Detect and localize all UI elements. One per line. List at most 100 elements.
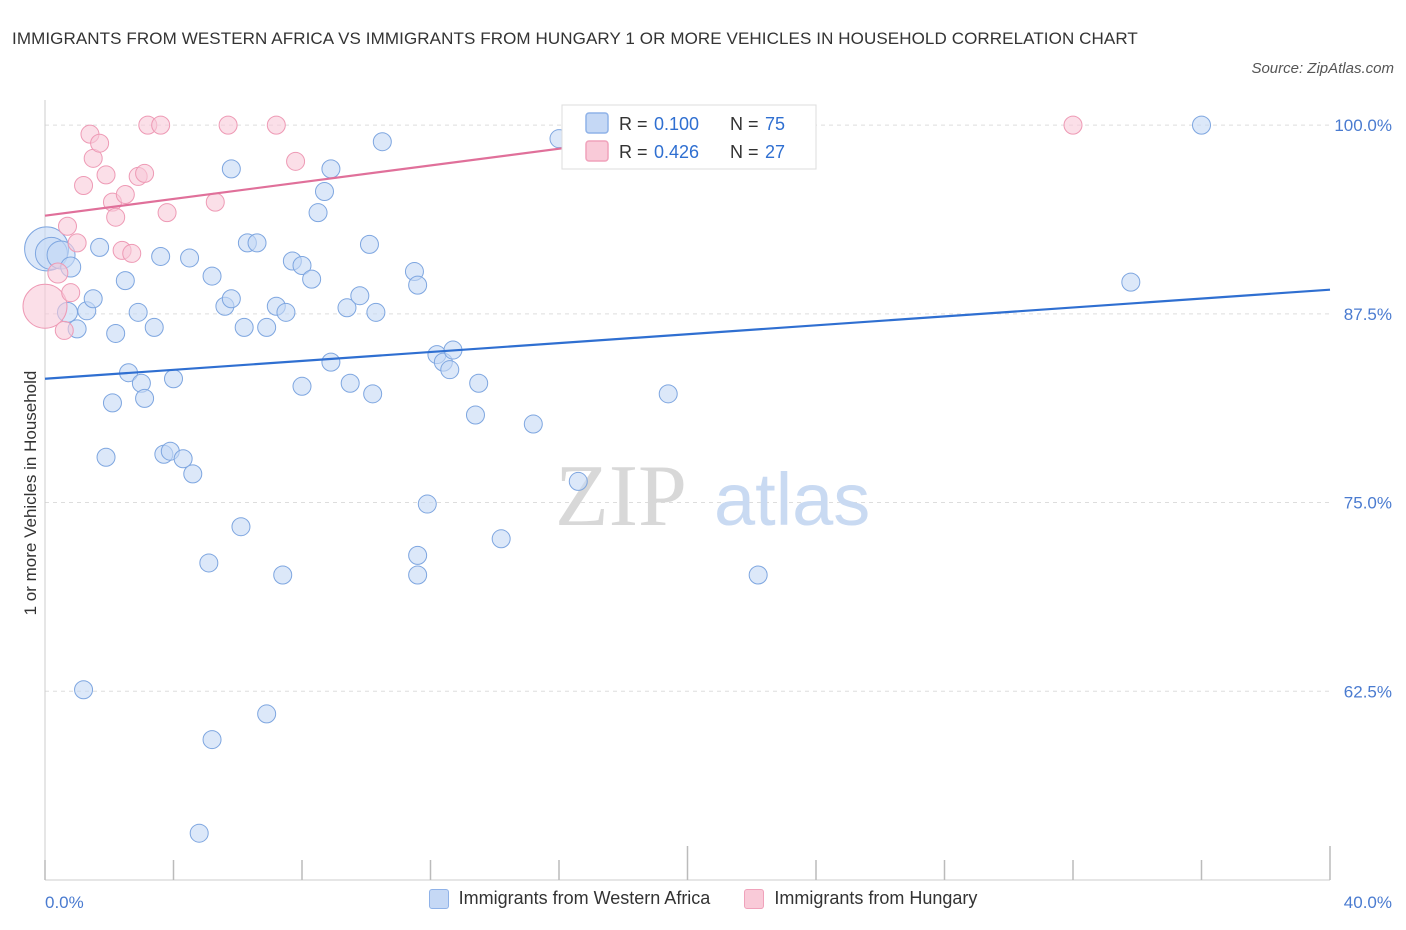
legend-swatch-blue [428, 888, 449, 909]
point-western-africa-41 [276, 302, 296, 322]
watermark-atlas: atlas [714, 458, 870, 541]
point-western-africa-53 [363, 384, 383, 404]
point-western-africa-17 [135, 388, 155, 408]
point-western-africa-38 [234, 317, 254, 337]
point-hungary-0 [22, 283, 68, 329]
point-hungary-23 [266, 115, 286, 135]
point-hungary-12 [106, 207, 126, 227]
point-hungary-15 [122, 243, 142, 263]
point-western-africa-67 [465, 405, 485, 425]
point-western-africa-32 [221, 159, 241, 179]
point-western-africa-24 [183, 464, 203, 484]
point-hungary-26 [1063, 115, 1083, 135]
point-western-africa-54 [359, 234, 379, 254]
legend-label-hungary: Immigrants from Hungary [774, 888, 978, 908]
point-western-africa-9 [106, 323, 126, 343]
point-western-africa-71 [568, 471, 588, 491]
point-hungary-14 [115, 185, 135, 205]
stats-legend-r-value-2: 0.426 [654, 142, 699, 162]
point-western-africa-43 [292, 256, 312, 276]
point-western-africa-11 [128, 302, 148, 322]
point-western-africa-68 [491, 529, 511, 549]
point-western-africa-12 [144, 317, 164, 337]
grid-lines [45, 124, 1330, 692]
point-hungary-1 [47, 262, 69, 284]
point-western-africa-18 [164, 369, 183, 389]
trend-line-western-africa [44, 288, 1331, 380]
point-western-africa-47 [321, 352, 341, 372]
source-label: Source: ZipAtlas.com [1251, 60, 1394, 77]
point-hungary-4 [57, 216, 77, 236]
point-western-africa-31 [74, 680, 94, 700]
point-western-africa-49 [321, 159, 341, 179]
stats-legend-n-value-1: 75 [765, 114, 785, 134]
point-western-africa-59 [408, 545, 428, 565]
point-western-africa-55 [366, 302, 386, 322]
point-western-africa-60 [417, 494, 437, 514]
point-western-africa-72 [658, 384, 678, 404]
series-western-africa-points [24, 115, 1211, 843]
point-hungary-2 [54, 320, 74, 340]
point-hungary-22 [218, 115, 238, 135]
stats-legend-r-label-1: R = [619, 114, 648, 134]
point-western-africa-73 [748, 565, 768, 585]
point-western-africa-58 [408, 275, 428, 295]
stats-legend-n-label-1: N = [730, 114, 759, 134]
point-western-africa-19 [102, 393, 122, 413]
point-hungary-5 [67, 233, 87, 253]
point-western-africa-51 [350, 286, 370, 306]
point-western-africa-7 [83, 289, 103, 309]
stats-legend-swatch-pink [585, 140, 609, 162]
y-tick-label-0: 62.5% [1344, 682, 1392, 701]
point-western-africa-56 [372, 132, 392, 152]
point-western-africa-52 [340, 373, 360, 393]
point-western-africa-46 [314, 182, 334, 202]
stats-legend-n-value-2: 27 [765, 142, 785, 162]
y-tick-label-1: 75.0% [1344, 494, 1392, 513]
point-hungary-21 [205, 192, 225, 212]
x-tick-label-0: 0.0% [45, 893, 84, 912]
point-western-africa-25 [199, 553, 219, 573]
point-hungary-17 [135, 163, 155, 183]
point-hungary-24 [286, 151, 306, 171]
point-western-africa-20 [96, 447, 116, 467]
point-western-africa-35 [202, 266, 222, 286]
point-western-africa-13 [151, 246, 171, 266]
point-western-africa-61 [408, 565, 428, 585]
point-hungary-19 [151, 115, 171, 135]
point-western-africa-48 [292, 376, 312, 396]
point-western-africa-34 [247, 233, 267, 253]
point-hungary-6 [74, 175, 94, 195]
point-western-africa-74 [1121, 272, 1141, 292]
tick-labels: 62.5% 75.0% 87.5% 100.0% 0.0% 40.0% [45, 116, 1392, 912]
legend-swatch-pink [744, 888, 765, 909]
series-legend: Immigrants from Western Africa Immigrant… [0, 888, 1406, 909]
legend-item-western-africa[interactable]: Immigrants from Western Africa [428, 888, 710, 909]
point-western-africa-14 [180, 248, 200, 268]
x-tick-label-1: 40.0% [1344, 893, 1392, 912]
point-hungary-9 [90, 133, 110, 153]
point-hungary-10 [96, 165, 116, 185]
point-western-africa-26 [231, 517, 251, 537]
point-western-africa-27 [273, 565, 293, 585]
y-tick-label-3: 100.0% [1334, 116, 1392, 135]
point-western-africa-66 [469, 373, 489, 393]
point-western-africa-8 [90, 237, 110, 257]
watermark-zip: ZIP [555, 448, 687, 545]
point-western-africa-23 [173, 449, 193, 469]
point-hungary-20 [157, 203, 177, 223]
stats-legend-n-label-2: N = [730, 142, 759, 162]
point-western-africa-37 [221, 289, 241, 309]
point-western-africa-75 [1192, 115, 1211, 135]
stats-legend-r-label-2: R = [619, 142, 648, 162]
axes [44, 100, 1331, 881]
y-tick-label-2: 87.5% [1344, 305, 1392, 324]
stats-legend-r-value-1: 0.100 [654, 114, 699, 134]
point-hungary-3 [61, 283, 81, 303]
point-western-africa-29 [257, 704, 277, 724]
point-western-africa-69 [523, 414, 543, 434]
legend-item-hungary[interactable]: Immigrants from Hungary [744, 888, 977, 909]
stats-legend: R = 0.100 N = 75 R = 0.426 N = 27 [561, 104, 817, 170]
point-western-africa-30 [189, 823, 209, 843]
